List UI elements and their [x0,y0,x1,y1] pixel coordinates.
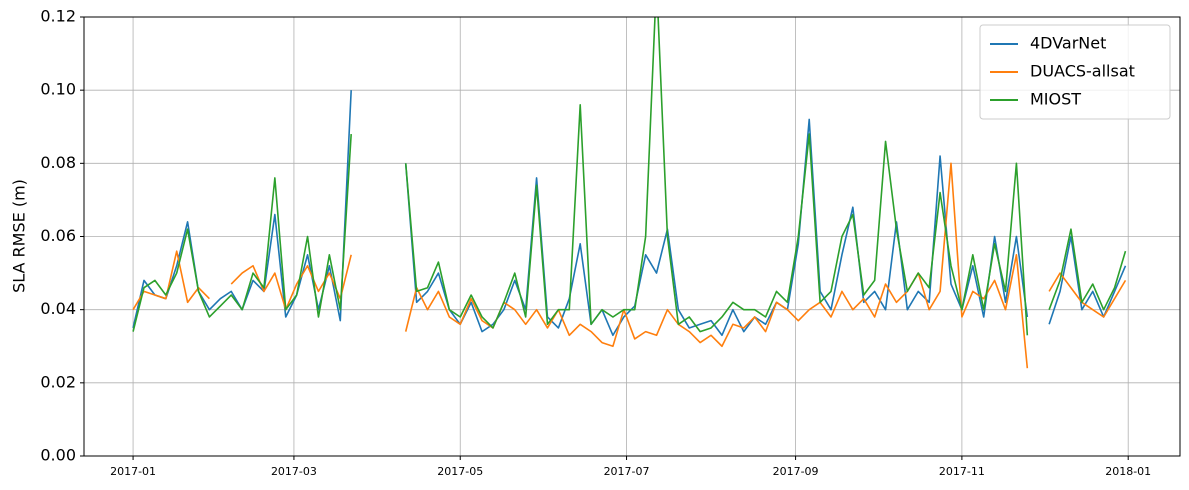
y-tick-label: 0.06 [40,226,76,245]
legend-box [979,24,1171,120]
series-line [132,162,1127,369]
x-tick-label: 2018-01 [1105,465,1151,478]
x-tick-label: 2017-07 [604,465,650,478]
x-tick-label: 2017-11 [939,465,985,478]
series-line [132,17,1127,336]
y-tick-label: 0.12 [40,7,76,26]
y-tick-label: 0.08 [40,153,76,172]
legend-label: MIOST [1030,90,1081,109]
y-tick-label: 0.04 [40,299,76,318]
x-tick-label: 2017-01 [110,465,156,478]
y-tick-label: 0.00 [40,446,76,465]
x-tick-label: 2017-05 [437,465,483,478]
plot-area [132,17,1127,369]
y-tick-label: 0.02 [40,372,76,391]
y-axis-label: SLA RMSE (m) [10,179,29,293]
x-tick-label: 2017-03 [271,465,317,478]
axes-frame [83,16,1181,457]
x-tick-label: 2017-09 [773,465,819,478]
legend-label: 4DVarNet [1030,34,1106,53]
y-tick-label: 0.10 [40,80,76,99]
legend: 4DVarNet DUACS-allsat MIOST [979,24,1171,120]
legend-label: DUACS-allsat [1030,62,1135,81]
